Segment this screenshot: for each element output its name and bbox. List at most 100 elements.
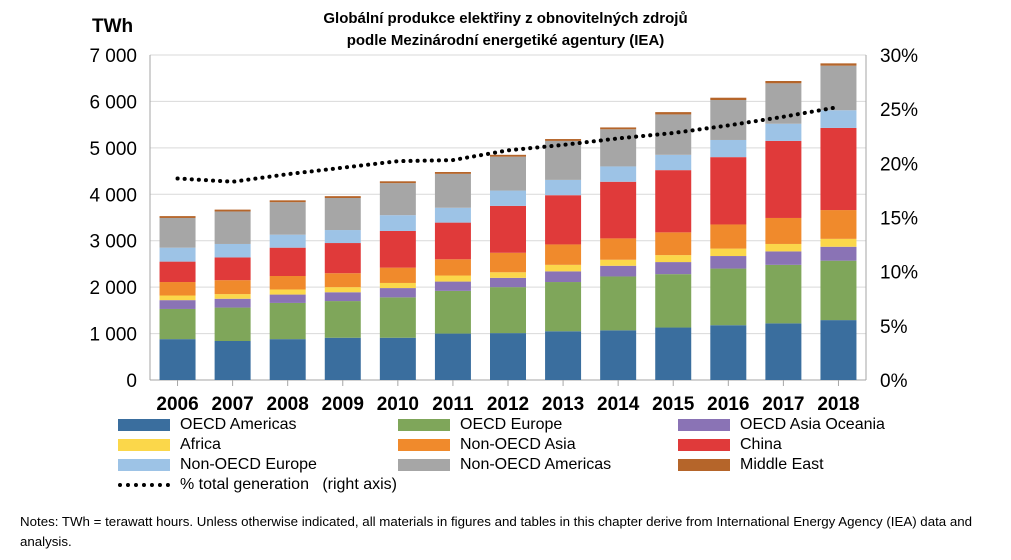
bar-segment xyxy=(490,333,526,380)
bar-segment xyxy=(710,325,747,380)
y-tick-label: 4 000 xyxy=(89,185,137,206)
bar-segment xyxy=(600,259,637,266)
legend-swatch xyxy=(678,459,730,471)
bar-segment xyxy=(655,255,692,263)
bar-segment xyxy=(655,154,692,171)
bar-segment xyxy=(765,81,802,84)
legend-label: OECD Europe xyxy=(460,416,563,433)
bar-segment xyxy=(159,247,196,262)
bar-segment xyxy=(269,339,306,380)
bar-segment xyxy=(379,288,416,298)
x-tick-label: 2016 xyxy=(707,394,749,410)
y-right-tick-label: 20% xyxy=(880,154,918,175)
bar-segment xyxy=(379,230,416,268)
legend-swatch xyxy=(678,419,730,431)
bar-segment xyxy=(710,268,747,326)
bar-segment xyxy=(159,300,196,309)
bar-segment xyxy=(820,260,857,321)
bar-segment xyxy=(434,207,471,223)
bar-segment xyxy=(545,271,582,283)
bar-segment xyxy=(159,295,196,301)
bar-segment xyxy=(820,238,857,247)
bar-segment xyxy=(545,282,582,332)
bar-segment xyxy=(490,190,526,206)
y-right-tick-label: 5% xyxy=(880,317,908,338)
legend-item: OECD Europe xyxy=(398,416,562,434)
y-tick-label: 7 000 xyxy=(89,46,137,67)
legend-label: Non-OECD Europe xyxy=(180,456,317,473)
x-tick-label: 2011 xyxy=(432,394,474,410)
x-tick-label: 2009 xyxy=(322,394,364,410)
bar-segment xyxy=(324,243,361,274)
bar-segment xyxy=(490,205,526,253)
bar-segment xyxy=(214,307,251,341)
bar-segment xyxy=(820,65,857,111)
x-tick-label: 2012 xyxy=(487,394,529,410)
bar-segment xyxy=(710,97,747,101)
y-right-tick-label: 10% xyxy=(880,263,918,284)
bar-segment xyxy=(765,251,802,265)
bar-segment xyxy=(655,274,692,328)
legend-item: Middle East xyxy=(678,456,824,474)
bar-segment xyxy=(545,244,582,265)
percent-total-line xyxy=(175,105,841,184)
bar-segment xyxy=(490,156,526,191)
legend-label: Middle East xyxy=(740,456,824,473)
legend-swatch xyxy=(398,439,450,451)
bar-segment xyxy=(490,272,526,278)
chart-title-line-2: podle Mezinárodní energetiké agentury (I… xyxy=(346,32,665,49)
x-tick-label: 2017 xyxy=(762,394,804,410)
legend-item: Non-OECD Europe xyxy=(118,456,317,474)
bar-segment xyxy=(269,276,306,290)
bar-segment xyxy=(214,211,251,244)
bar-segment xyxy=(434,290,471,334)
bar-segment xyxy=(379,267,416,283)
bar-segment xyxy=(379,181,416,184)
bar-segment xyxy=(434,281,471,291)
bar-segment xyxy=(269,302,306,340)
y-right-tick-label: 25% xyxy=(880,100,918,121)
bar-segment xyxy=(710,100,747,140)
bar-segment xyxy=(269,294,306,303)
bar-segment xyxy=(765,123,802,141)
bar-segment xyxy=(765,243,802,252)
bar-segment xyxy=(214,257,251,281)
bar-segment xyxy=(434,275,471,282)
bar-segment xyxy=(269,200,306,203)
legend-item: Africa xyxy=(118,436,221,454)
bar-segment xyxy=(600,330,637,380)
notes-text: Notes: TWh = terawatt hours. Unless othe… xyxy=(20,514,973,549)
bar-segment xyxy=(214,209,251,212)
y-tick-label: 0 xyxy=(126,371,137,392)
bar-segment xyxy=(324,292,361,302)
bar-segment xyxy=(324,230,361,244)
bar-segment xyxy=(379,337,416,380)
x-tick-label: 2007 xyxy=(211,394,253,410)
bar-segment xyxy=(600,265,637,277)
x-tick-label: 2013 xyxy=(542,394,584,410)
legend-item: OECD Americas xyxy=(118,416,296,434)
bar-segment xyxy=(655,114,692,155)
bar-segment xyxy=(655,170,692,233)
bar-segment xyxy=(324,301,361,338)
bar-segment xyxy=(765,140,802,218)
legend-item: Non-OECD Asia xyxy=(398,436,576,454)
bar-segment xyxy=(324,287,361,293)
legend-label: OECD Americas xyxy=(180,416,297,433)
bar-segment xyxy=(710,224,747,249)
bar-segment xyxy=(159,308,196,340)
bar-segment xyxy=(820,320,857,380)
stacked-bar-chart: 0 1 000 2 000 3 000 4 000 5 000 6 000 7 000 0% 5%… xyxy=(89,46,918,410)
bar-segment xyxy=(765,264,802,324)
bar-segment xyxy=(434,172,471,174)
bar-segment xyxy=(269,247,306,276)
legend-label: % total generation (right axis) xyxy=(180,476,397,493)
y-right-tick-label: 0% xyxy=(880,371,908,392)
legend-swatch xyxy=(398,459,450,471)
x-tick-label: 2010 xyxy=(377,394,419,410)
bar-segment xyxy=(324,337,361,380)
bar-segment xyxy=(710,157,747,225)
bar-segment xyxy=(269,234,306,248)
bar-segment xyxy=(600,129,637,167)
bar-segment xyxy=(214,294,251,299)
